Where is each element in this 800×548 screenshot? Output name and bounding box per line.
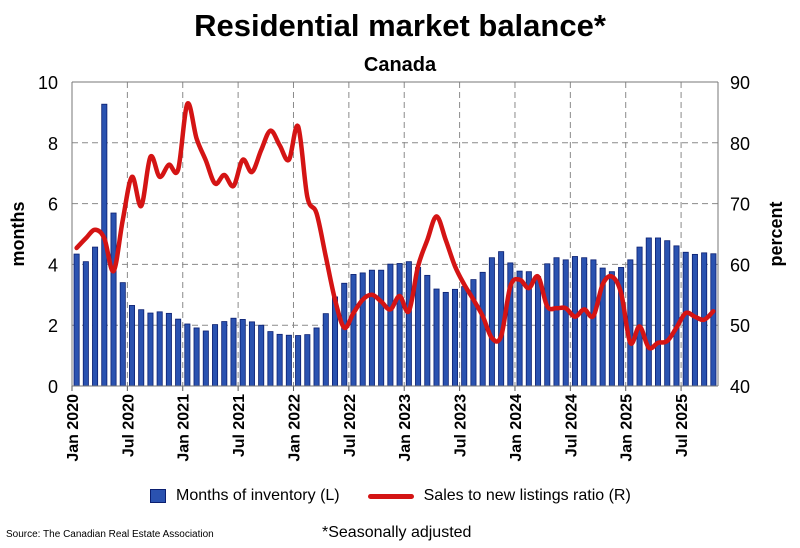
bar-inventory (664, 240, 671, 387)
y-tick-left: 8 (48, 134, 58, 154)
bar-inventory (295, 335, 302, 387)
bar-inventory (553, 257, 560, 387)
y-tick-right: 50 (730, 316, 750, 336)
legend: Months of inventory (L) Sales to new lis… (150, 487, 631, 505)
bar-inventory (221, 321, 228, 387)
y-tick-left: 2 (48, 316, 58, 336)
chart-title: Residential market balance* (194, 8, 606, 43)
y-tick-left: 0 (48, 377, 58, 397)
bar-inventory (322, 313, 329, 387)
bar-inventory (516, 270, 523, 387)
bar-inventory (691, 253, 698, 387)
legend-label-inventory: Months of inventory (L) (176, 487, 340, 504)
x-tick-label: Jul 2024 (563, 394, 580, 457)
y-tick-left: 4 (48, 255, 58, 275)
y-tick-right: 40 (730, 377, 750, 397)
bar-inventory (433, 288, 440, 387)
bar-inventory (405, 261, 412, 387)
y-tick-right: 90 (730, 73, 750, 93)
bar-inventory (359, 272, 366, 387)
bar-inventory (165, 312, 172, 387)
bar-inventory (488, 257, 495, 387)
x-tick-label: Jul 2020 (120, 394, 137, 457)
bar-inventory (608, 271, 615, 387)
chart-subtitle: Canada (363, 54, 437, 76)
bar-inventory (248, 321, 255, 387)
footnote: *Seasonally adjusted (322, 524, 472, 541)
bar-inventory (147, 312, 154, 387)
legend-swatch-inventory (150, 489, 166, 503)
bar-inventory (313, 327, 320, 387)
bar-inventory (544, 263, 551, 387)
bar-inventory (590, 259, 597, 387)
bar-inventory (378, 269, 385, 387)
bar-inventory (368, 269, 375, 387)
bar-inventory (655, 237, 662, 387)
bar-inventory (230, 317, 237, 387)
bar-inventory (193, 327, 200, 387)
bar-inventory (461, 286, 468, 387)
bar-inventory (571, 256, 578, 387)
x-tick-label: Jul 2022 (342, 394, 359, 457)
legend-label-ratio: Sales to new listings ratio (R) (423, 487, 631, 504)
bar-inventory (673, 245, 680, 387)
x-tick-label: Jan 2022 (286, 394, 303, 462)
bar-inventory (156, 311, 163, 387)
bar-inventory (82, 261, 89, 387)
x-tick-label: Jul 2023 (453, 394, 470, 457)
bar-inventory (627, 259, 634, 387)
bar-inventory (442, 291, 449, 387)
bar-inventory (175, 318, 182, 387)
x-tick-label: Jan 2025 (619, 394, 636, 462)
bar-inventory (562, 259, 569, 387)
bar-inventory (128, 305, 135, 387)
bar-inventory (184, 323, 191, 387)
x-tick-label: Jul 2021 (231, 394, 248, 457)
line-sales-to-new-listings (74, 101, 716, 351)
bar-inventory (387, 263, 394, 387)
y-tick-left: 10 (38, 73, 58, 93)
bar-inventory (645, 237, 652, 387)
bar-inventory (581, 257, 588, 387)
x-tick-label: Jan 2021 (176, 394, 193, 462)
x-tick-label: Jan 2024 (508, 394, 525, 462)
legend-swatch-ratio (367, 493, 414, 499)
bar-inventory (479, 271, 486, 387)
y-tick-left: 6 (48, 195, 58, 215)
source-note: Source: The Canadian Real Estate Associa… (6, 529, 214, 540)
y-axis-label-right: percent (766, 201, 786, 266)
bar-inventory (710, 253, 717, 387)
bar-inventory (138, 309, 145, 387)
bar-inventory (119, 282, 126, 387)
bar-inventory (73, 253, 80, 387)
bar-inventory (682, 251, 689, 387)
bar-inventory (535, 276, 542, 387)
bar-inventory (267, 331, 274, 387)
bar-inventory (276, 333, 283, 387)
bar-inventory (396, 263, 403, 387)
x-tick-label: Jul 2025 (674, 394, 691, 457)
bar-inventory (304, 334, 311, 387)
y-tick-right: 80 (730, 134, 750, 154)
y-tick-right: 60 (730, 255, 750, 275)
bar-inventory (424, 274, 431, 387)
bar-inventory (350, 274, 357, 387)
y-tick-right: 70 (730, 195, 750, 215)
bar-inventory (212, 324, 219, 387)
x-tick-label: Jan 2023 (397, 394, 414, 462)
y-axis-label-left: months (8, 202, 28, 267)
bar-inventory (92, 246, 99, 387)
bar-inventory (285, 334, 292, 387)
x-tick-label: Jan 2020 (65, 394, 82, 462)
bar-inventory (636, 246, 643, 387)
bar-inventory (110, 212, 117, 387)
bar-inventory (258, 324, 265, 387)
bar-inventory (202, 330, 209, 387)
bar-inventory (239, 319, 246, 387)
bar-inventory (451, 288, 458, 387)
bar-inventory (341, 282, 348, 387)
